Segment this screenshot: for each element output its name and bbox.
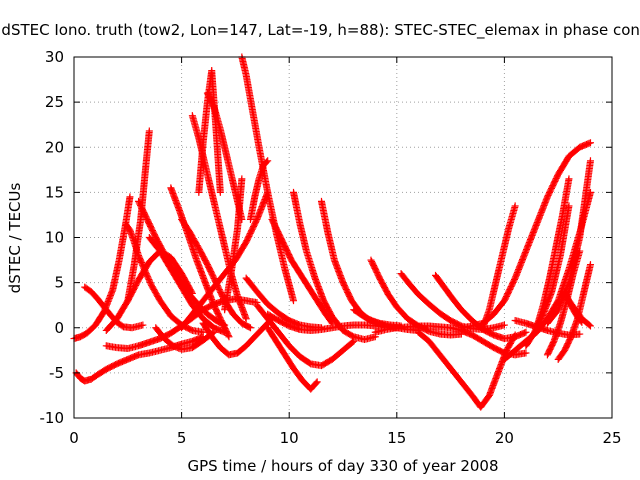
x-tick-label: 25 <box>602 429 621 447</box>
data-series <box>167 184 233 341</box>
x-axis-title: GPS time / hours of day 330 of year 2008 <box>188 457 499 475</box>
data-point-marker <box>585 321 593 329</box>
data-point-marker <box>511 331 519 339</box>
y-tick-label: -5 <box>49 364 64 382</box>
data-series <box>253 301 358 370</box>
data-point-marker <box>565 175 573 183</box>
data-point-marker <box>145 127 153 135</box>
data-series <box>543 157 594 327</box>
data-point-marker <box>126 193 134 201</box>
data-point-marker <box>263 158 271 166</box>
x-tick-labels: 0 5 10 15 20 25 <box>69 429 621 447</box>
data-series <box>242 274 325 332</box>
data-point-marker <box>522 349 530 357</box>
data-point-marker <box>576 330 584 338</box>
data-series <box>565 297 594 330</box>
data-points <box>70 53 594 411</box>
data-point-marker <box>264 157 272 165</box>
data-point-marker <box>510 332 518 340</box>
y-axis-title: dSTEC / TECUs <box>6 182 24 293</box>
data-point-marker <box>188 288 196 296</box>
data-point-marker <box>349 338 357 346</box>
data-point-marker <box>500 321 508 329</box>
data-series <box>533 175 573 332</box>
y-tick-label: 0 <box>54 319 64 337</box>
data-series <box>152 324 218 353</box>
data-point-marker <box>242 315 250 323</box>
data-point-marker <box>224 331 232 339</box>
data-series <box>195 67 224 196</box>
data-series <box>290 188 379 343</box>
data-point-marker <box>216 188 224 196</box>
data-series <box>414 328 519 411</box>
data-point-marker <box>522 328 530 336</box>
data-point-marker <box>586 322 594 330</box>
y-tick-label: 25 <box>45 93 64 111</box>
data-series <box>102 247 196 334</box>
y-tick-label: 20 <box>45 138 64 156</box>
x-tick-label: 20 <box>495 429 514 447</box>
y-tick-label: 5 <box>54 274 64 292</box>
y-tick-label: 30 <box>45 48 64 66</box>
data-point-marker <box>511 202 519 210</box>
data-series <box>246 157 272 223</box>
data-point-marker <box>586 139 594 147</box>
data-series <box>238 53 298 305</box>
data-point-marker <box>317 324 325 332</box>
data-point-marker <box>586 261 594 269</box>
data-point-marker <box>188 289 196 297</box>
data-series <box>72 333 207 385</box>
x-tick-label: 0 <box>69 429 79 447</box>
x-tick-label: 15 <box>387 429 406 447</box>
data-point-marker <box>225 333 233 341</box>
data-series <box>70 193 134 343</box>
data-point-marker <box>313 378 321 386</box>
x-tick-label: 5 <box>177 429 187 447</box>
y-tick-label: -10 <box>40 409 65 427</box>
x-tick-label: 10 <box>280 429 299 447</box>
data-point-marker <box>312 379 320 387</box>
data-point-marker <box>246 324 254 332</box>
data-series <box>81 283 147 332</box>
axis-ticks <box>73 56 613 419</box>
data-series <box>479 202 519 332</box>
y-tick-label: 10 <box>45 229 64 247</box>
data-series <box>264 324 321 393</box>
data-series <box>457 139 594 332</box>
data-point-marker <box>290 297 298 305</box>
data-point-marker <box>586 157 594 165</box>
y-tick-label: 15 <box>45 183 64 201</box>
chart-title: dSTEC Iono. truth (tow2, Lon=147, Lat=-1… <box>1 21 640 40</box>
y-tick-labels: -10 -5 0 5 10 15 20 25 30 <box>40 48 65 427</box>
data-point-marker <box>238 175 246 183</box>
data-series <box>221 175 246 314</box>
data-point-marker <box>139 321 147 329</box>
data-point-marker <box>245 323 253 331</box>
